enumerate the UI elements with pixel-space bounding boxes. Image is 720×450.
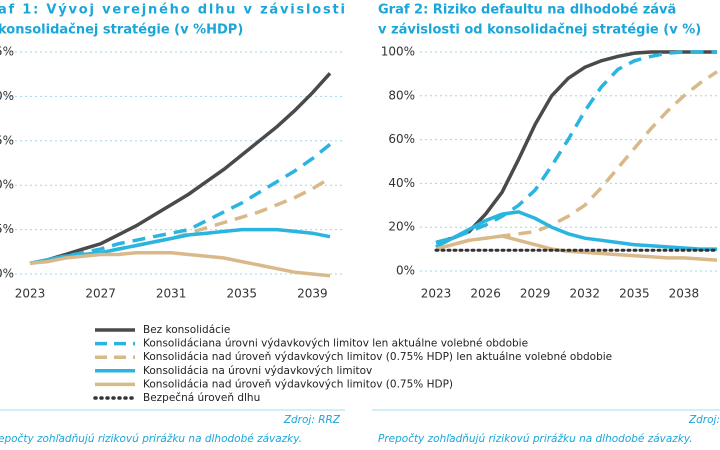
x-tick-label: 2032 xyxy=(569,287,600,301)
y-tick-label: 40% xyxy=(388,176,415,190)
x-tick-label: 2039 xyxy=(297,287,328,301)
legend-label: Bezpečná úroveň dlhu xyxy=(143,392,260,404)
legend-label: Konsolidácia na úrovni výdavkových limit… xyxy=(143,365,372,377)
legend-label: Konsolidáciana úrovni výdavkových limito… xyxy=(143,338,528,350)
y-tick-label: 5% xyxy=(0,222,14,236)
note: Prepočty zohľadňujú rizikovú prirážku na… xyxy=(378,433,693,445)
y-tick-label: 0% xyxy=(396,264,415,278)
series-line xyxy=(435,50,717,245)
legend-label: Bez konsolidácie xyxy=(143,324,230,336)
legend-label: Konsolidácia nad úroveň výdavkových limi… xyxy=(143,378,453,390)
y-tick-label: 0% xyxy=(0,89,14,103)
series-line xyxy=(29,250,331,278)
chart-title: Graf 2: Riziko defaultu na dlhodobé závä xyxy=(378,3,676,18)
series-line xyxy=(435,234,718,262)
y-tick-label: 5% xyxy=(0,45,14,59)
series-line xyxy=(29,143,332,266)
note: epočty zohľadňujú rizikovú prirážku na d… xyxy=(0,433,302,445)
x-tick-label: 2031 xyxy=(156,287,187,301)
x-tick-label: 2023 xyxy=(421,287,452,301)
y-tick-label: 60% xyxy=(388,132,415,146)
y-tick-label: 0% xyxy=(0,267,14,281)
series-line xyxy=(435,50,717,245)
x-tick-label: 2026 xyxy=(470,287,501,301)
x-tick-label: 2023 xyxy=(15,287,46,301)
x-tick-label: 2029 xyxy=(520,287,551,301)
x-tick-label: 2035 xyxy=(619,287,650,301)
x-tick-label: 2038 xyxy=(669,287,700,301)
chart-title: konsolidačnej stratégie (v %HDP) xyxy=(0,23,243,38)
source: Zdroj: RRZ xyxy=(283,414,341,426)
y-tick-label: 0% xyxy=(0,178,14,192)
series-line xyxy=(435,210,717,251)
chart-title: af 1: Vývoj verejného dlhu v závislosti xyxy=(0,3,345,18)
chart-title: v závislosti od konsolidačnej stratégie … xyxy=(378,23,701,38)
x-tick-label: 2027 xyxy=(85,287,116,301)
series-line xyxy=(29,72,332,266)
source: Zdroj: xyxy=(688,414,720,426)
y-tick-label: 5% xyxy=(0,133,14,147)
y-tick-label: 100% xyxy=(381,45,415,59)
x-tick-label: 2035 xyxy=(226,287,257,301)
legend-label: Konsolidácia nad úroveň výdavkových limi… xyxy=(143,351,612,363)
y-tick-label: 20% xyxy=(388,220,415,234)
y-tick-label: 80% xyxy=(388,88,415,102)
